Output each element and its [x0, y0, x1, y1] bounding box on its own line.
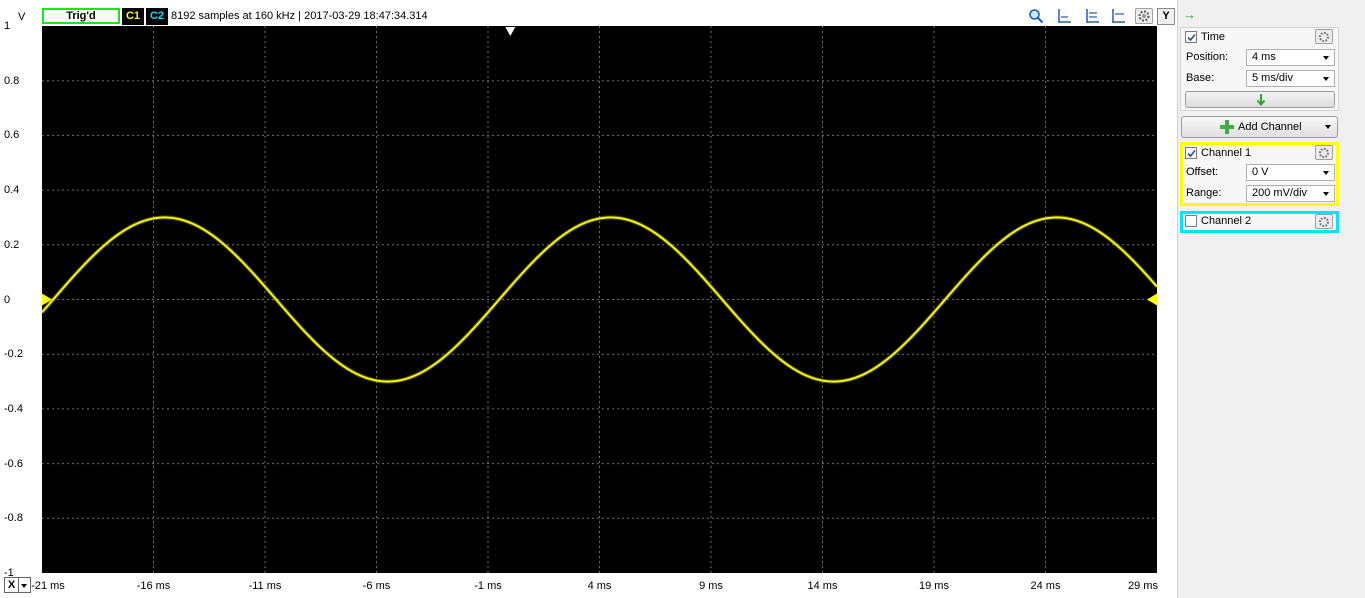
x-axis-button[interactable]: X — [4, 577, 19, 593]
range-select[interactable]: 200 mV/div — [1246, 185, 1335, 202]
plot-canvas — [42, 26, 1157, 573]
y-tick-label: 1 — [4, 20, 11, 32]
channel2-badge[interactable]: C2 — [146, 8, 168, 25]
x-tick-label: -1 ms — [474, 580, 502, 592]
y-tick-label: 0.2 — [4, 238, 20, 251]
y-tick-label: -0.6 — [4, 457, 23, 470]
cursor-horizontal-icon[interactable] — [1083, 8, 1101, 24]
chevron-down-icon — [1323, 171, 1329, 175]
panel-expand-arrow[interactable]: → — [1183, 7, 1196, 22]
x-axis-dropdown[interactable] — [19, 577, 31, 593]
gear-icon[interactable] — [1135, 8, 1153, 24]
add-channel-button[interactable]: Add Channel — [1181, 116, 1338, 138]
base-select[interactable]: 5 ms/div — [1246, 70, 1335, 87]
add-channel-label: Add Channel — [1238, 121, 1302, 133]
zoom-icon[interactable] — [1027, 8, 1045, 24]
range-label: Range: — [1186, 187, 1222, 199]
channel1-trace — [42, 216, 1157, 383]
x-tick-label: 14 ms — [807, 580, 838, 592]
time-label: Time — [1201, 31, 1226, 43]
offset-select[interactable]: 0 V — [1246, 164, 1335, 181]
x-tick-label: 19 ms — [919, 580, 949, 592]
range-value: 200 mV/div — [1252, 187, 1308, 199]
channel1-checkbox[interactable] — [1185, 147, 1197, 159]
chevron-down-icon — [1323, 192, 1329, 196]
cursor-vertical-icon[interactable] — [1055, 8, 1073, 24]
channel1-offset-marker-left — [42, 293, 52, 306]
y-tick-label: 0.6 — [4, 129, 20, 142]
channel2-settings-icon[interactable] — [1315, 214, 1333, 229]
trigger-status: Trig'd — [42, 8, 120, 24]
chevron-down-icon — [1325, 125, 1331, 129]
y-tick-label: -0.8 — [4, 512, 23, 525]
channel1-label: Channel 1 — [1201, 147, 1252, 159]
time-apply-button[interactable] — [1185, 91, 1335, 108]
channel2-section — [1180, 211, 1339, 233]
arrow-down-icon — [1256, 94, 1266, 106]
measure-icon[interactable] — [1109, 8, 1127, 24]
panel-scrollbar[interactable] — [1350, 24, 1364, 598]
x-tick-label: -6 ms — [362, 580, 391, 592]
position-select[interactable]: 4 ms — [1246, 49, 1335, 66]
chevron-down-icon — [1323, 77, 1329, 81]
time-settings-icon[interactable] — [1315, 29, 1333, 44]
channel1-offset-marker-right — [1147, 293, 1157, 306]
x-tick-label: 24 ms — [1030, 580, 1061, 592]
top-toolbar — [0, 0, 1175, 26]
channel1-settings-icon[interactable] — [1315, 145, 1333, 160]
x-tick-label: -21 ms — [31, 580, 65, 592]
x-tick-label: 9 ms — [699, 580, 723, 592]
oscilloscope-plot[interactable] — [42, 26, 1157, 573]
y-tick-label: -0.2 — [4, 348, 23, 361]
x-tick-label: -11 ms — [248, 580, 282, 592]
acquisition-info: 8192 samples at 160 kHz | 2017-03-29 18:… — [171, 10, 428, 22]
time-checkbox[interactable] — [1185, 31, 1197, 43]
y-tick-label: -1 — [4, 567, 14, 579]
y-tick-label: -0.4 — [4, 402, 23, 415]
y-tick-label: 0.8 — [4, 74, 20, 87]
channel2-label: Channel 2 — [1201, 215, 1252, 227]
x-tick-label: -16 ms — [136, 580, 171, 592]
y-axis-button[interactable]: Y — [1157, 8, 1175, 25]
y-tick-label: 0 — [4, 293, 11, 306]
trigger-position-marker — [505, 27, 516, 36]
x-tick-label: 4 ms — [587, 580, 612, 592]
plus-icon — [1220, 120, 1234, 134]
chevron-down-icon — [1323, 56, 1329, 60]
y-tick-label: 0.4 — [4, 184, 20, 197]
channel1-badge[interactable]: C1 — [122, 8, 144, 25]
offset-label: Offset: — [1186, 166, 1219, 178]
y-unit-label: V — [18, 11, 26, 23]
channel2-checkbox[interactable] — [1185, 215, 1197, 227]
offset-value: 0 V — [1252, 166, 1269, 178]
x-tick-label: 29 ms — [1128, 580, 1158, 592]
position-value: 4 ms — [1252, 51, 1276, 63]
base-value: 5 ms/div — [1252, 72, 1293, 84]
position-label: Position: — [1186, 51, 1229, 63]
base-label: Base: — [1186, 72, 1215, 84]
